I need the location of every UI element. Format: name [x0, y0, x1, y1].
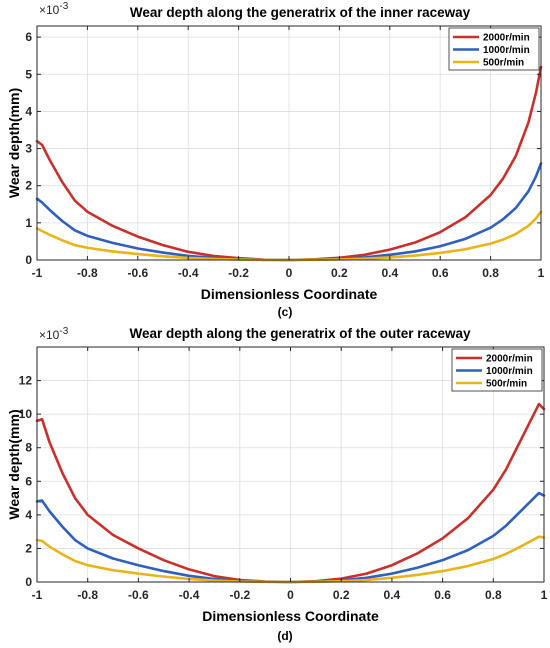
y-tick-label: 5 [25, 67, 32, 81]
x-tick-label: 0 [286, 266, 293, 280]
y-tick-label: 4 [25, 508, 32, 522]
y-tick-label: 0 [25, 253, 32, 267]
x-tick-label: 0 [287, 588, 294, 602]
y-exponent-label: ×10-3 [39, 326, 69, 342]
chart-panel-0: -1 -0.8 -0.6 -0.4 -0.2 0 0.2 0.4 0.6 0.8 1 0 1 2 3 4 5 6 ×… [6, 1, 545, 319]
x-tick-label: -0.2 [228, 266, 249, 280]
x-tick-label: 0.2 [331, 266, 348, 280]
chart-title: Wear depth along the generatrix of the i… [130, 5, 471, 20]
x-tick-label: 1 [541, 588, 548, 602]
y-tick-label: 1 [25, 216, 32, 230]
x-tick-label: 0.4 [384, 588, 401, 602]
y-exponent-power: -3 [59, 1, 68, 12]
legend-entry-0: 2000r/min [486, 354, 533, 365]
y-exponent-power: -3 [59, 326, 68, 337]
panel-caption: (d) [277, 629, 292, 643]
x-tick-label: 0.4 [381, 266, 398, 280]
x-tick-label: 1 [538, 266, 545, 280]
x-tick-label: 0.8 [485, 588, 502, 602]
x-tick-label: -0.8 [77, 588, 98, 602]
y-tick-label: 12 [19, 374, 33, 388]
y-tick-label: 6 [25, 474, 32, 488]
y-tick-label: 4 [25, 104, 32, 118]
legend-entry-0: 2000r/min [483, 33, 530, 44]
legend-entry-2: 500r/min [483, 58, 524, 69]
legend-entry-2: 500r/min [486, 379, 527, 390]
x-axis-label: Dimensionless Coordinate [201, 286, 378, 302]
y-axis-label: Wear depth(mm) [6, 88, 22, 198]
y-axis-label: Wear depth(mm) [6, 409, 22, 519]
y-tick-label: 3 [25, 142, 32, 156]
chart-title: Wear depth along the generatrix of the o… [129, 326, 471, 341]
x-axis-label: Dimensionless Coordinate [202, 608, 379, 624]
x-tick-label: -0.4 [179, 588, 200, 602]
y-tick-label: 2 [25, 541, 32, 555]
x-tick-label: 0.6 [434, 588, 451, 602]
x-tick-label: -1 [32, 588, 43, 602]
panel-caption: (c) [278, 305, 293, 319]
y-tick-label: 8 [25, 441, 32, 455]
y-tick-label: 2 [25, 179, 32, 193]
y-tick-label: 0 [25, 575, 32, 589]
y-tick-label: 10 [19, 407, 33, 421]
x-tick-label: -0.8 [77, 266, 98, 280]
x-tick-label: -0.2 [229, 588, 250, 602]
x-tick-label: -1 [32, 266, 43, 280]
chart-panel-1: -1 -0.8 -0.6 -0.4 -0.2 0 0.2 0.4 0.6 0.8 102468101… [6, 326, 548, 643]
x-tick-label: 0.8 [482, 266, 499, 280]
x-tick-label: -0.6 [127, 266, 148, 280]
y-tick-label: 6 [25, 30, 32, 44]
x-tick-label: 0.6 [432, 266, 449, 280]
x-tick-label: -0.4 [178, 266, 199, 280]
y-exponent-label: ×10-3 [39, 1, 69, 17]
legend-entry-1: 1000r/min [486, 366, 533, 377]
x-tick-label: -0.6 [128, 588, 149, 602]
legend-entry-1: 1000r/min [483, 45, 530, 56]
x-tick-label: 0.2 [333, 588, 350, 602]
